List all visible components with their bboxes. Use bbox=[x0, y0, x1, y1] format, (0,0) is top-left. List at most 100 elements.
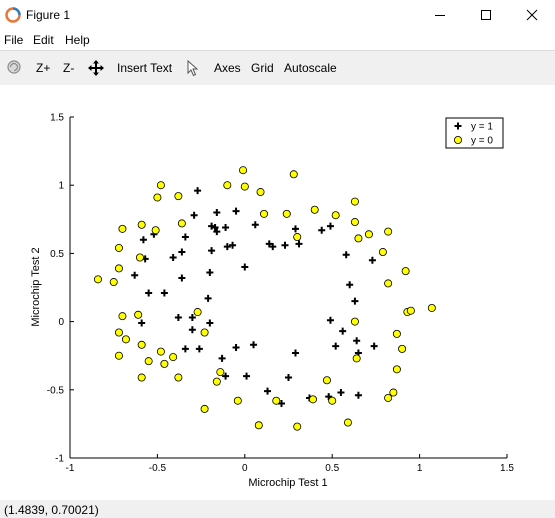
data-point-positive bbox=[160, 289, 168, 297]
data-point-negative bbox=[153, 193, 162, 202]
data-point-negative bbox=[254, 421, 263, 430]
data-point-positive bbox=[213, 208, 221, 216]
data-point-negative bbox=[114, 243, 123, 252]
data-point-negative bbox=[216, 368, 225, 377]
data-point-positive bbox=[145, 289, 153, 297]
data-point-negative bbox=[350, 317, 359, 326]
data-point-positive bbox=[208, 247, 216, 255]
data-point-positive bbox=[229, 241, 237, 249]
data-point-positive bbox=[351, 297, 359, 305]
cursor-coordinates: (1.4839, 0.70021) bbox=[4, 503, 99, 517]
x-tick-label: -1 bbox=[66, 463, 75, 474]
data-point-negative bbox=[200, 404, 209, 413]
data-point-negative bbox=[121, 335, 130, 344]
close-button[interactable] bbox=[509, 0, 555, 30]
data-point-negative bbox=[401, 267, 410, 276]
insert-text-button[interactable]: Insert Text bbox=[117, 61, 173, 75]
data-point-positive bbox=[354, 391, 362, 399]
data-point-positive bbox=[318, 226, 326, 234]
pointer-icon[interactable] bbox=[187, 60, 199, 77]
data-point-negative bbox=[109, 278, 118, 287]
data-point-negative bbox=[293, 233, 302, 242]
data-point-negative bbox=[328, 396, 337, 405]
maximize-button[interactable] bbox=[463, 0, 509, 30]
legend-label: y = 1 bbox=[471, 122, 493, 133]
data-point-positive bbox=[181, 345, 189, 353]
x-tick-label: 0 bbox=[242, 463, 248, 474]
minimize-button[interactable] bbox=[417, 0, 463, 30]
axes-button[interactable]: Axes bbox=[214, 61, 241, 75]
data-point-positive bbox=[222, 372, 230, 380]
data-point-positive bbox=[218, 354, 226, 362]
data-point-positive bbox=[291, 349, 299, 357]
x-tick-label: 0.5 bbox=[325, 463, 339, 474]
data-point-negative bbox=[384, 279, 393, 288]
data-points bbox=[93, 166, 436, 431]
data-point-positive bbox=[264, 387, 272, 395]
data-point-negative bbox=[350, 218, 359, 227]
data-point-negative bbox=[272, 396, 281, 405]
close-icon bbox=[526, 9, 538, 21]
data-point-negative bbox=[135, 253, 144, 262]
data-point-negative bbox=[350, 197, 359, 206]
data-point-negative bbox=[260, 209, 269, 218]
y-tick-label: 1 bbox=[58, 181, 64, 192]
pan-arrows-icon[interactable] bbox=[87, 59, 105, 77]
data-point-negative bbox=[137, 373, 146, 382]
legend-marker-circle bbox=[453, 135, 462, 144]
menu-help[interactable]: Help bbox=[65, 33, 90, 47]
autoscale-button[interactable]: Autoscale bbox=[284, 61, 337, 75]
data-point-negative bbox=[174, 373, 183, 382]
figure-canvas[interactable]: -1 -0.5 0 0.5 1 1.5 -1 -0.5 0 0.5 1 1.5 Microchip T… bbox=[0, 85, 555, 500]
data-point-positive bbox=[195, 345, 203, 353]
data-point-positive bbox=[208, 222, 216, 230]
axes bbox=[69, 117, 507, 459]
data-point-positive bbox=[188, 326, 196, 334]
data-point-negative bbox=[392, 365, 401, 374]
menu-file[interactable]: File bbox=[4, 33, 24, 47]
ticks: -1 -0.5 0 0.5 1 1.5 -1 -0.5 0 0.5 1 1.5 bbox=[47, 113, 515, 475]
data-point-negative bbox=[293, 422, 302, 431]
data-point-positive bbox=[281, 241, 289, 249]
data-point-positive bbox=[204, 294, 212, 302]
scatter-chart[interactable]: -1 -0.5 0 0.5 1 1.5 -1 -0.5 0 0.5 1 1.5 Microchip T… bbox=[0, 85, 555, 500]
data-point-negative bbox=[392, 329, 401, 338]
minimize-icon bbox=[435, 15, 445, 16]
data-point-positive bbox=[326, 316, 334, 324]
data-point-negative bbox=[160, 359, 169, 368]
data-point-negative bbox=[177, 219, 186, 228]
data-point-negative bbox=[174, 192, 183, 201]
data-point-positive bbox=[178, 274, 186, 282]
x-tick-label: -0.5 bbox=[149, 463, 167, 474]
y-axis-label: Microchip Test 2 bbox=[30, 247, 42, 326]
rotate-icon[interactable] bbox=[6, 59, 22, 75]
data-point-positive bbox=[337, 389, 345, 397]
data-point-negative bbox=[364, 230, 373, 239]
data-point-positive bbox=[285, 374, 292, 382]
data-point-positive bbox=[188, 314, 196, 322]
data-point-negative bbox=[223, 181, 232, 190]
data-point-negative bbox=[310, 205, 319, 214]
grid-button[interactable]: Grid bbox=[251, 61, 274, 75]
legend-marker-plus bbox=[454, 122, 462, 130]
data-point-positive bbox=[190, 211, 198, 219]
maximize-icon bbox=[481, 10, 491, 20]
zoom-out-button[interactable]: Z- bbox=[63, 61, 75, 75]
data-point-positive bbox=[342, 251, 350, 259]
window-title: Figure 1 bbox=[26, 8, 71, 22]
menu-edit[interactable]: Edit bbox=[33, 33, 54, 47]
data-point-positive bbox=[178, 248, 186, 256]
data-point-positive bbox=[181, 233, 189, 241]
data-point-negative bbox=[256, 188, 265, 197]
data-point-negative bbox=[200, 328, 209, 337]
data-point-positive bbox=[139, 236, 147, 244]
zoom-in-button[interactable]: Z+ bbox=[36, 61, 51, 75]
data-point-negative bbox=[169, 353, 178, 362]
data-point-negative bbox=[118, 312, 127, 321]
data-point-positive bbox=[222, 223, 230, 231]
data-point-negative bbox=[389, 388, 398, 397]
data-point-positive bbox=[368, 256, 376, 264]
data-point-positive bbox=[332, 342, 340, 350]
data-point-negative bbox=[384, 393, 393, 402]
data-point-positive bbox=[174, 314, 182, 322]
